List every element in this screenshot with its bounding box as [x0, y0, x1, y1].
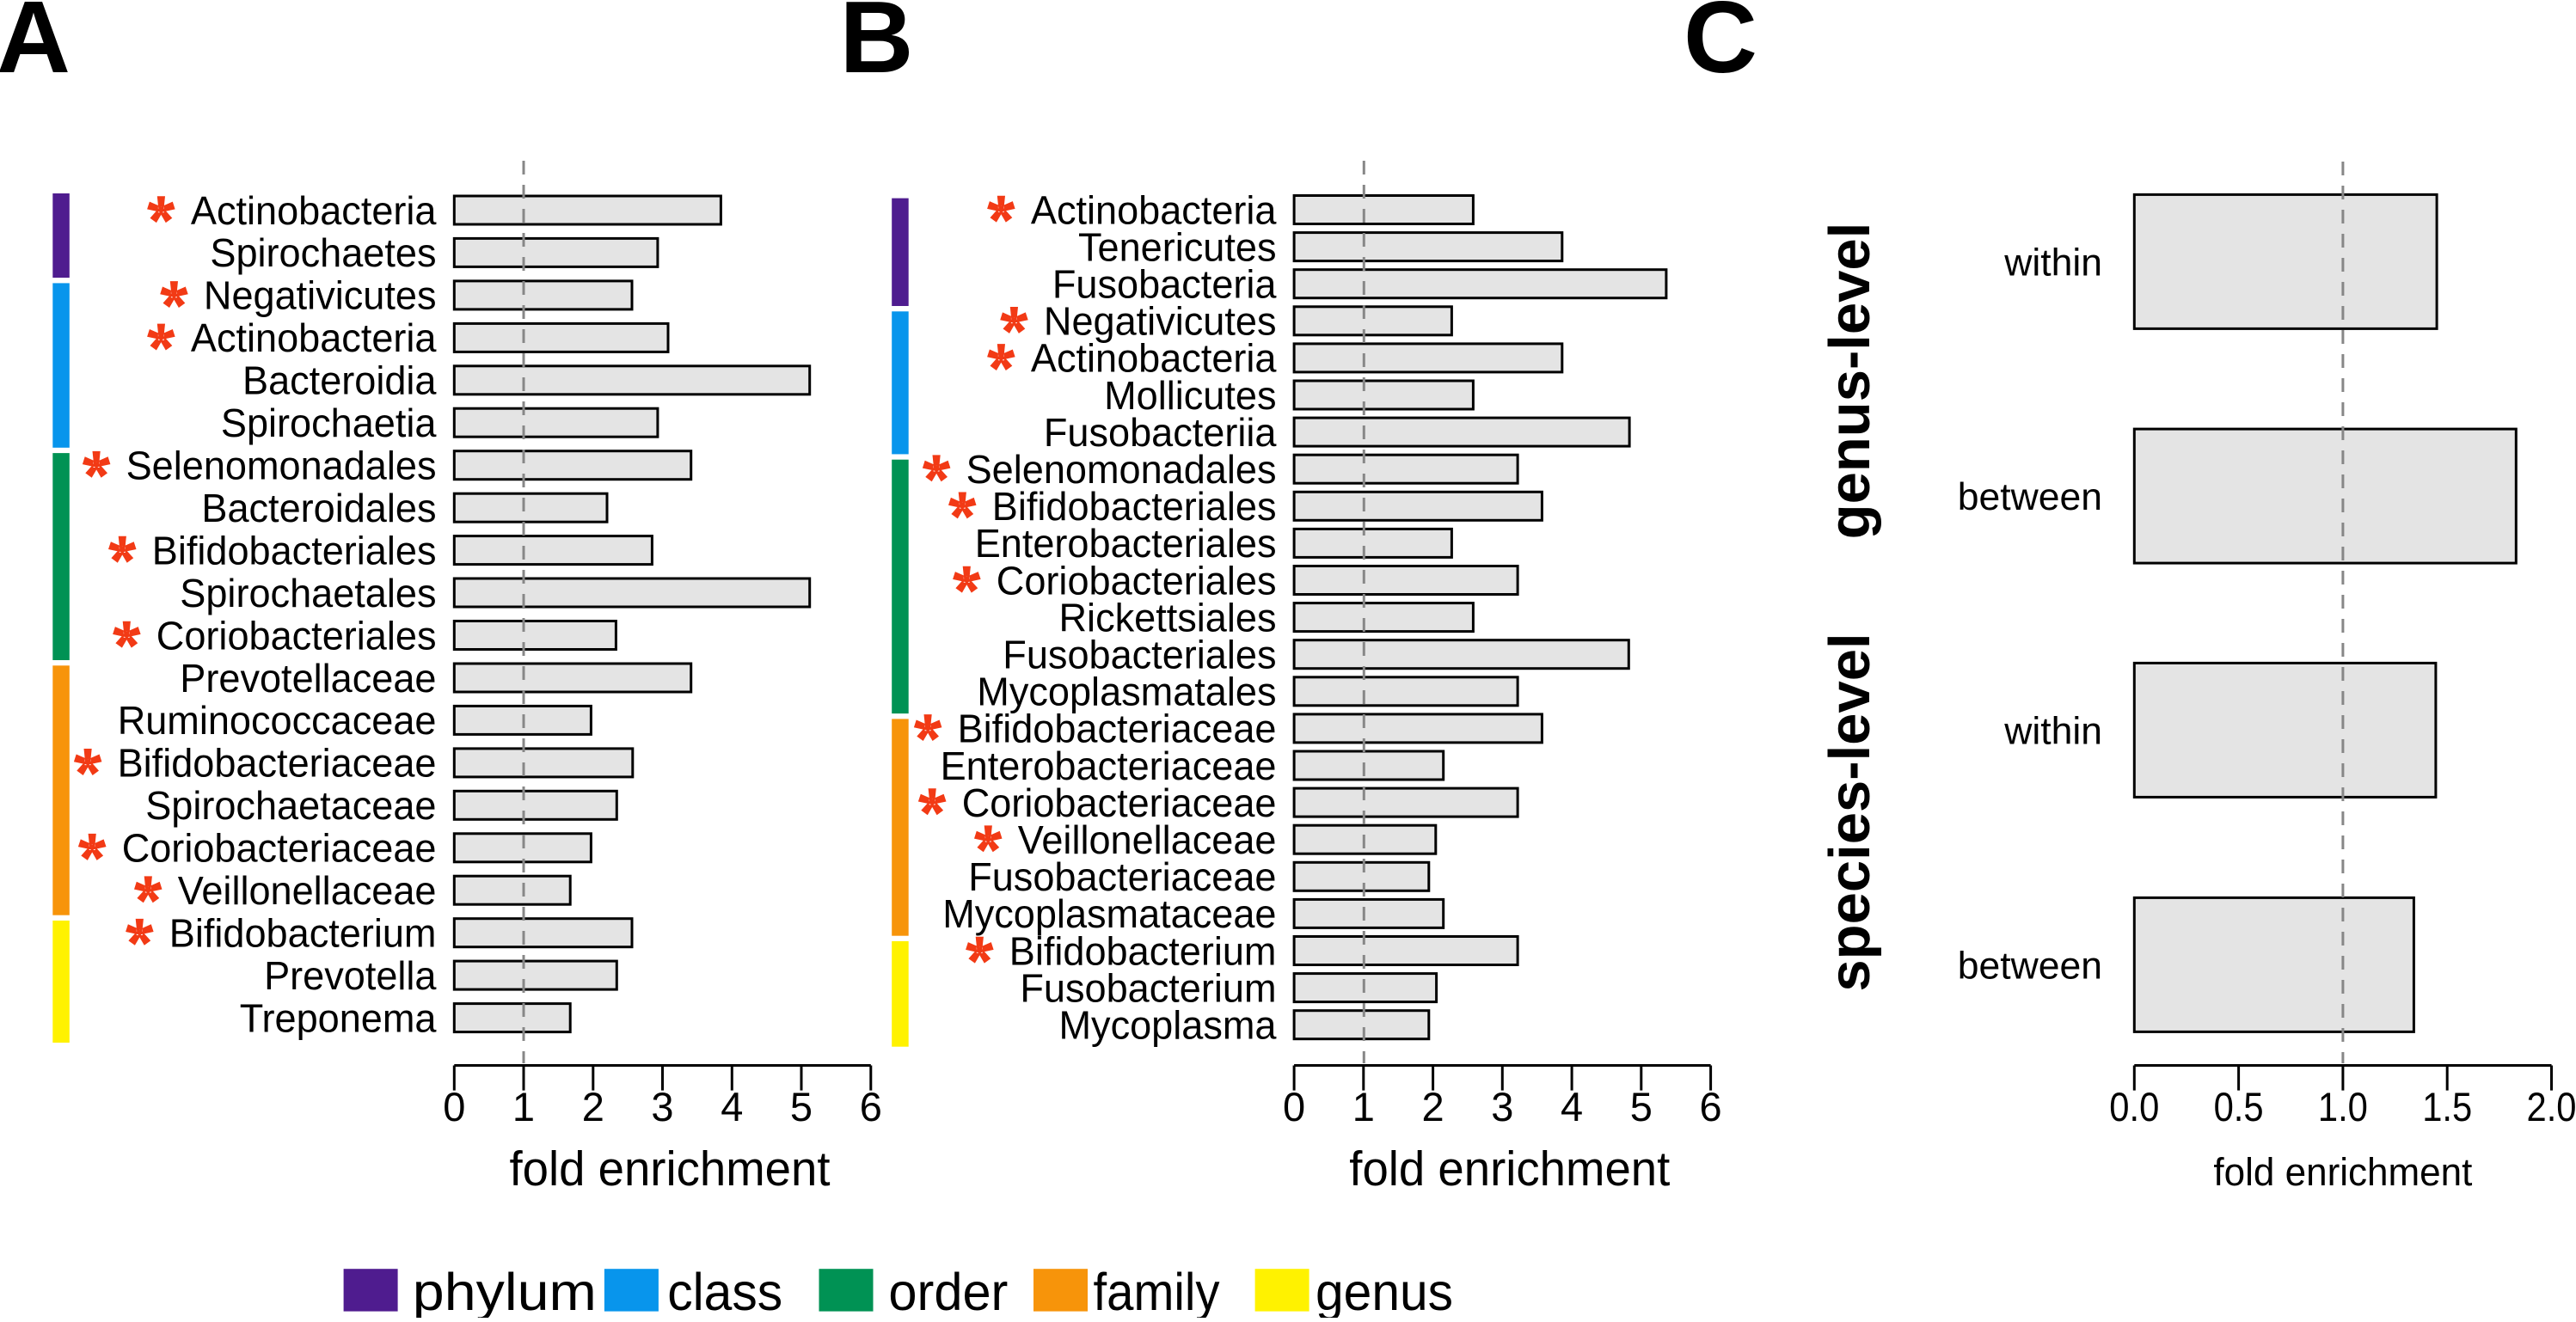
svg-text:5: 5	[1630, 1084, 1653, 1129]
svg-text:4: 4	[721, 1084, 743, 1129]
svg-text:3: 3	[651, 1084, 673, 1129]
svg-text:0: 0	[1283, 1084, 1305, 1129]
svg-text:within: within	[2003, 242, 2102, 284]
svg-text:Bifidobacteriales: Bifidobacteriales	[152, 528, 437, 572]
svg-text:genus-level: genus-level	[1818, 223, 1882, 540]
svg-text:Spirochaetia: Spirochaetia	[221, 401, 437, 445]
svg-text:fold enrichment: fold enrichment	[1349, 1141, 1670, 1197]
svg-text:Negativicutes: Negativicutes	[204, 273, 437, 318]
svg-text:between: between	[1958, 945, 2102, 987]
svg-text:order: order	[888, 1263, 1008, 1318]
svg-text:fold enrichment: fold enrichment	[2213, 1150, 2472, 1194]
svg-text:Spirochaetes: Spirochaetes	[210, 230, 436, 275]
svg-text:Spirochaetaceae: Spirochaetaceae	[145, 783, 436, 828]
svg-text:A: A	[0, 0, 71, 95]
svg-text:1.5: 1.5	[2422, 1084, 2472, 1129]
svg-text:Treponema: Treponema	[240, 995, 437, 1040]
svg-text:genus: genus	[1316, 1263, 1453, 1318]
svg-text:1: 1	[1352, 1084, 1375, 1129]
svg-text:Veillonellaceae: Veillonellaceae	[178, 868, 437, 913]
svg-text:species-level: species-level	[1818, 633, 1882, 991]
svg-text:3: 3	[1491, 1084, 1513, 1129]
svg-text:Prevotellaceae: Prevotellaceae	[180, 656, 436, 701]
svg-text:2: 2	[582, 1084, 604, 1129]
svg-text:between: between	[1958, 476, 2102, 518]
svg-text:Selenomonadales: Selenomonadales	[126, 444, 437, 488]
svg-text:Spirochaetales: Spirochaetales	[180, 571, 436, 615]
svg-text:class: class	[667, 1263, 782, 1318]
svg-text:within: within	[2003, 710, 2102, 752]
svg-text:Ruminococcaceae: Ruminococcaceae	[118, 698, 437, 743]
svg-text:0: 0	[443, 1084, 465, 1129]
svg-text:Actinobacteria: Actinobacteria	[191, 315, 437, 360]
svg-text:Actinobacteria: Actinobacteria	[191, 188, 437, 233]
svg-text:5: 5	[790, 1084, 813, 1129]
svg-text:Prevotella: Prevotella	[264, 953, 437, 998]
svg-text:1.0: 1.0	[2318, 1084, 2368, 1129]
svg-text:6: 6	[1700, 1084, 1722, 1129]
svg-text:family: family	[1094, 1263, 1220, 1318]
svg-text:Coriobacteriaceae: Coriobacteriaceae	[122, 826, 437, 871]
svg-text:phylum: phylum	[413, 1263, 597, 1318]
svg-text:4: 4	[1561, 1084, 1583, 1129]
svg-text:2: 2	[1422, 1084, 1444, 1129]
svg-text:Bacteroidia: Bacteroidia	[242, 358, 437, 403]
svg-text:fold enrichment: fold enrichment	[510, 1141, 831, 1197]
svg-text:Bifidobacteriaceae: Bifidobacteriaceae	[118, 741, 437, 786]
svg-text:Bacteroidales: Bacteroidales	[201, 486, 436, 530]
svg-text:C: C	[1684, 0, 1757, 95]
svg-text:0.5: 0.5	[2214, 1084, 2264, 1129]
svg-text:0.0: 0.0	[2109, 1084, 2159, 1129]
svg-text:Bifidobacterium: Bifidobacterium	[169, 911, 437, 956]
svg-text:Coriobacteriales: Coriobacteriales	[156, 613, 437, 658]
svg-text:6: 6	[860, 1084, 882, 1129]
svg-text:1: 1	[512, 1084, 535, 1129]
svg-text:B: B	[840, 0, 914, 95]
svg-text:Mycoplasma: Mycoplasma	[1059, 1003, 1277, 1048]
svg-text:2.0: 2.0	[2527, 1084, 2576, 1129]
